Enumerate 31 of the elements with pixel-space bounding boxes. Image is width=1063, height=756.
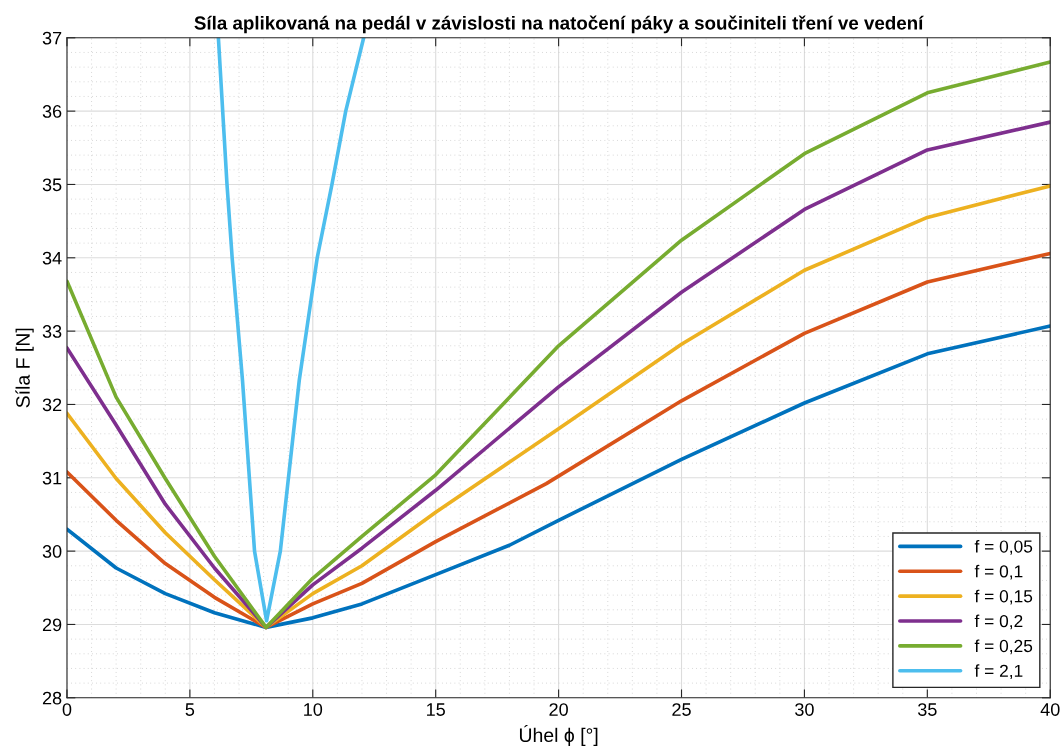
legend-label: f = 0,05 [974, 539, 1033, 555]
y-tick-label: 35 [42, 178, 62, 192]
x-tick-label: 25 [672, 703, 691, 716]
y-tick-label: 37 [42, 31, 62, 45]
x-tick-label: 30 [795, 703, 814, 716]
x-tick-label: 10 [304, 703, 323, 716]
y-tick-label: 33 [42, 325, 62, 338]
x-tick-label: 40 [1040, 703, 1060, 716]
line-series [66, 251, 1051, 630]
y-tick-label: 36 [42, 105, 62, 118]
chart-title: Síla aplikovaná na pedál v závislosti na natočení páky a součiniteli tření ve vedení [194, 15, 924, 34]
y-tick-label: 28 [42, 691, 62, 705]
x-tick-label: 35 [917, 703, 937, 716]
x-tick-label: 15 [427, 703, 445, 716]
legend-label: f = 0,15 [974, 589, 1033, 605]
y-tick-label: 29 [42, 618, 62, 632]
y-tick-label: 31 [42, 471, 62, 485]
legend-label: f = 0,1 [974, 564, 1023, 580]
x-tick-label: 20 [549, 703, 568, 716]
legend-label: f = 0,2 [974, 614, 1023, 630]
y-axis-title: Síla F [N] [15, 328, 34, 408]
x-tick-label: 5 [185, 703, 195, 716]
x-tick-label: 0 [62, 703, 72, 716]
legend-label: f = 2,1 [974, 664, 1023, 680]
y-tick-label: 34 [42, 251, 62, 265]
line-series [216, 37, 366, 623]
y-tick-label: 32 [42, 398, 62, 412]
x-axis-title: Úhel ϕ [°] [519, 725, 598, 746]
legend-label: f = 0,25 [974, 639, 1033, 655]
y-tick-label: 30 [42, 545, 62, 558]
line-series [66, 324, 1051, 630]
